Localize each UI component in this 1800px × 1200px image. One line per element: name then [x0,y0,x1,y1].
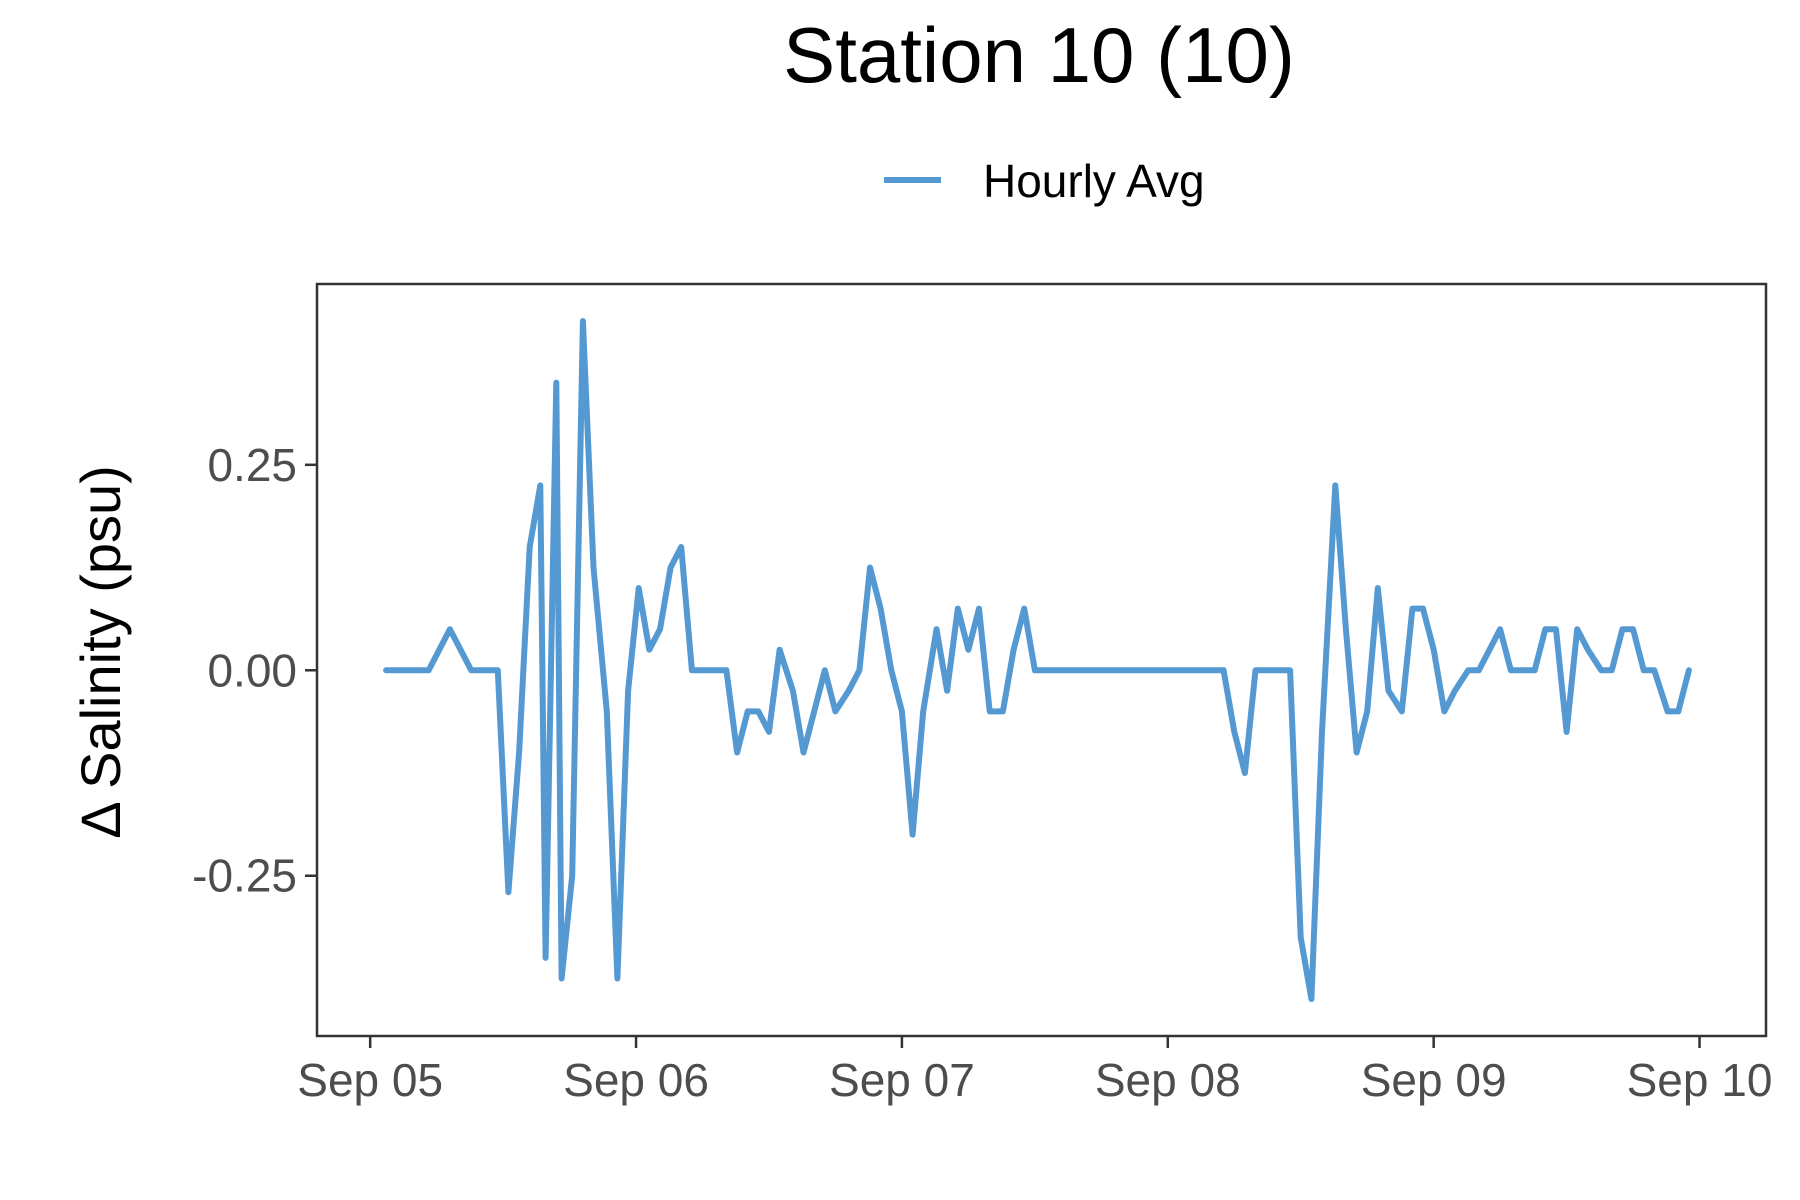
x-tick-label: Sep 09 [1361,1054,1507,1106]
y-tick-label: 0.25 [207,439,297,491]
x-tick-label: Sep 07 [829,1054,975,1106]
x-tick-label: Sep 10 [1627,1054,1773,1106]
x-axis: Sep 05 Sep 06 Sep 07 Sep 08 Sep 09 Sep 10 [297,1036,1772,1106]
y-tick-label: -0.25 [192,850,297,902]
x-tick-label: Sep 06 [563,1054,709,1106]
legend: Hourly Avg [884,155,1205,207]
series-line-hourly-avg [383,318,1692,1002]
y-axis: -0.25 0.00 0.25 [192,439,317,902]
y-axis-title: Δ Salinity (psu) [69,465,132,839]
x-tick-label: Sep 05 [297,1054,443,1106]
legend-label-hourly-avg: Hourly Avg [983,155,1205,207]
plot-area: -0.250.000.25 Sep 05 Sep 06 Sep 07 Sep 08 Se… [192,282,1772,1106]
panel-border [315,282,1768,1038]
chart-title: Station 10 (10) [783,11,1295,99]
y-tick-label: 0.00 [207,644,297,696]
x-tick-label: Sep 08 [1095,1054,1241,1106]
